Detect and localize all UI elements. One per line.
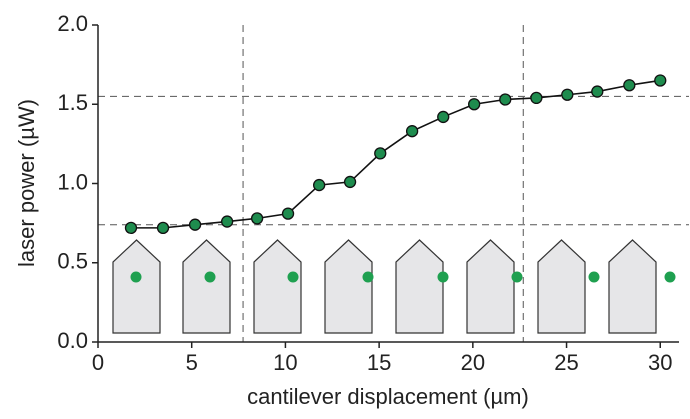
laser-spot	[589, 272, 600, 283]
x-tick-label: 15	[367, 350, 391, 375]
chart: cantilever displacement (µm) laser power…	[0, 0, 690, 419]
x-tick-label: 10	[273, 350, 297, 375]
page: {"chart_data": {"type": "line", "x_label…	[0, 0, 690, 419]
x-axis-label: cantilever displacement (µm)	[247, 384, 529, 409]
cantilever	[113, 240, 160, 333]
data-point	[531, 92, 542, 103]
data-point	[624, 80, 635, 91]
cantilever	[183, 240, 230, 333]
laser-spot	[438, 272, 449, 283]
y-tick-label: 1.0	[57, 169, 88, 194]
x-tick-label: 25	[554, 350, 578, 375]
x-tick-label: 20	[461, 350, 485, 375]
data-point	[222, 216, 233, 227]
laser-spot	[363, 272, 374, 283]
cantilever	[254, 240, 301, 333]
laser-spot	[665, 272, 676, 283]
data-point	[375, 148, 386, 159]
data-point	[655, 75, 666, 86]
data-point	[469, 99, 480, 110]
data-point	[252, 213, 263, 224]
cantilever	[325, 240, 372, 333]
laser-spot	[205, 272, 216, 283]
y-tick-label: 0.5	[57, 249, 88, 274]
data-point	[190, 219, 201, 230]
y-tick-label: 0.0	[57, 328, 88, 353]
laser-spot	[288, 272, 299, 283]
x-tick-label: 0	[92, 350, 104, 375]
laser-spot	[512, 272, 523, 283]
data-point	[125, 222, 136, 233]
data-point	[438, 111, 449, 122]
y-tick-label: 2.0	[57, 11, 88, 36]
data-point	[283, 208, 294, 219]
data-line	[131, 80, 660, 227]
data-point	[407, 126, 418, 137]
data-point	[314, 180, 325, 191]
cantilever	[609, 240, 656, 333]
y-axis-label: laser power (µW)	[14, 99, 39, 267]
cantilever	[538, 240, 585, 333]
cantilever	[396, 240, 443, 333]
data-point	[500, 94, 511, 105]
x-tick-label: 5	[186, 350, 198, 375]
laser-spot	[131, 272, 142, 283]
data-point	[345, 176, 356, 187]
x-tick-label: 30	[648, 350, 672, 375]
cantilever-illustrations	[113, 240, 676, 333]
data-point	[592, 86, 603, 97]
data-point	[562, 89, 573, 100]
data-point	[158, 222, 169, 233]
y-tick-label: 1.5	[57, 90, 88, 115]
cantilever	[467, 240, 514, 333]
